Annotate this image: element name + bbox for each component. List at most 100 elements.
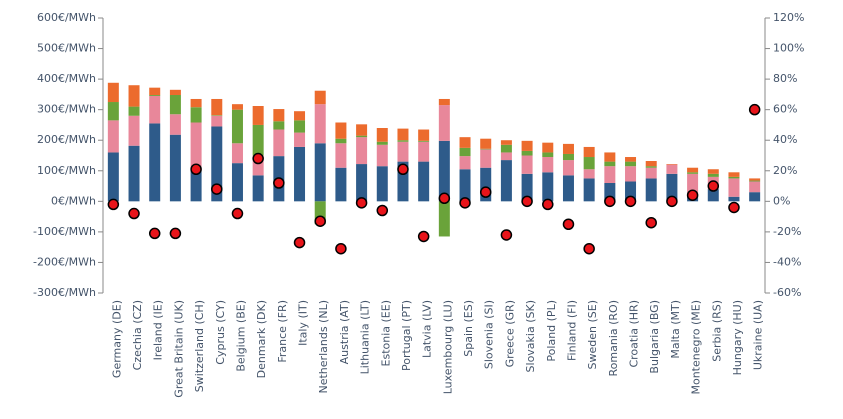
bar-segment: [728, 178, 740, 197]
bar-segment: [149, 95, 161, 124]
bar-segment: [149, 95, 161, 96]
x-tick-label: Sweden (SE): [586, 300, 599, 369]
marker: [417, 230, 430, 243]
y2-tick-label: 120%: [773, 11, 804, 24]
bar-segment: [480, 167, 492, 202]
bar-segment: [252, 175, 264, 202]
bar-segment: [335, 138, 347, 144]
bar-segment: [562, 153, 574, 161]
bar-segment: [500, 140, 512, 145]
marker: [397, 163, 409, 175]
marker: [355, 197, 368, 209]
bar-segment: [169, 134, 181, 202]
bar-segment: [273, 121, 285, 130]
bar-segment: [335, 167, 347, 202]
bar-segment: [749, 192, 761, 202]
bar-segment: [128, 106, 140, 116]
x-tick-label: Netherlands (NL): [317, 300, 330, 394]
bar-segment: [500, 160, 512, 202]
bar-segment: [376, 144, 388, 167]
bar-segment: [231, 163, 243, 202]
bar-segment: [645, 166, 657, 168]
bar-segment: [604, 152, 616, 162]
bar-segment: [397, 161, 409, 202]
marker: [686, 189, 699, 201]
bar-segment: [149, 123, 161, 202]
bar-segment: [314, 104, 326, 144]
marker: [128, 207, 140, 220]
x-tick-label: Serbia (RS): [710, 300, 723, 362]
y-tick-label: 200€/MWh: [37, 133, 96, 146]
bar-segment: [169, 114, 181, 135]
bar-segment: [107, 102, 119, 121]
bar-segment: [480, 148, 492, 150]
bar-segment: [335, 122, 347, 139]
bar-segment: [521, 150, 533, 156]
x-tick-label: Poland (PL): [545, 300, 558, 362]
marker: [148, 227, 161, 240]
bar-segment: [645, 178, 657, 202]
bar-segment: [480, 138, 492, 149]
bar-segment: [397, 141, 409, 162]
y2-tick-label: 60%: [773, 103, 797, 116]
bar-segment: [521, 155, 533, 174]
bar-segment: [128, 145, 140, 202]
bar-segment: [687, 172, 699, 174]
bar-segment: [252, 155, 264, 176]
x-tick-label: Austria (AT): [338, 300, 351, 364]
bar-segment: [542, 172, 554, 202]
bar-segment: [107, 120, 119, 153]
bar-segment: [728, 172, 740, 177]
bar-segment: [335, 143, 347, 168]
x-tick-label: Luxembourg (LU): [441, 300, 454, 394]
bar-segment: [542, 152, 554, 158]
bar-segment: [294, 111, 306, 121]
x-tick-label: Italy (IT): [297, 300, 310, 346]
y-tick-label: -300€/MWh: [33, 286, 96, 299]
y2-tick-label: 20%: [773, 164, 797, 177]
marker: [604, 195, 616, 208]
bar-segment: [314, 90, 326, 105]
x-tick-label: Spain (ES): [462, 300, 475, 357]
bar-segment: [583, 169, 595, 179]
bar-segment: [252, 106, 264, 125]
bar-segment: [625, 166, 637, 182]
bar-segment: [438, 105, 450, 141]
bar-segment: [707, 173, 719, 177]
bar-segment: [376, 141, 388, 145]
bar-segment: [314, 201, 326, 225]
bar-segment: [128, 85, 140, 107]
bar-segment: [500, 144, 512, 153]
y2-tick-label: -20%: [773, 225, 801, 238]
bar-segment: [480, 149, 492, 168]
marker: [190, 163, 202, 175]
bar-segment: [128, 115, 140, 146]
bar-segment: [749, 178, 761, 181]
bar-segment: [294, 120, 306, 133]
bar-segment: [645, 161, 657, 167]
bar-segment: [562, 143, 574, 154]
marker: [376, 204, 389, 217]
x-tick-label: Latvia (LV): [421, 300, 434, 358]
bar-segment: [356, 137, 368, 165]
marker: [479, 186, 492, 198]
marker: [542, 198, 554, 211]
bar-segment: [604, 183, 616, 202]
marker: [500, 229, 513, 241]
y-tick-label: 500€/MWh: [37, 42, 96, 55]
marker: [707, 180, 720, 192]
y-tick-label: 0€/MWh: [51, 194, 96, 207]
x-tick-label: Lithuania (LT): [359, 300, 372, 374]
bar-segment: [500, 152, 512, 161]
marker: [624, 195, 637, 208]
marker: [314, 215, 326, 227]
bar-segment: [687, 167, 699, 173]
bar-segment: [231, 109, 243, 144]
bar-segment: [418, 141, 430, 162]
bar-segment: [562, 160, 574, 176]
bar-segment: [169, 89, 181, 95]
x-tick-label: Finland (FI): [565, 300, 578, 361]
bar-segment: [190, 107, 202, 123]
bar-segment: [707, 169, 719, 174]
marker: [293, 236, 306, 249]
